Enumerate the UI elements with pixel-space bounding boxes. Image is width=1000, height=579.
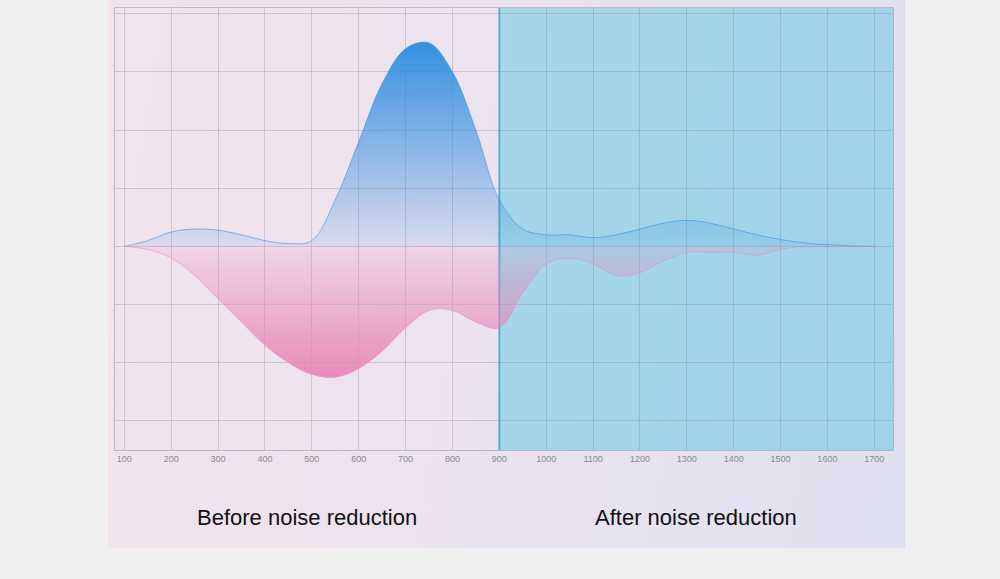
svg-text:200: 200 <box>164 454 179 464</box>
svg-text:900: 900 <box>492 454 507 464</box>
svg-text:After noise reduction: After noise reduction <box>595 505 797 530</box>
svg-text:1400: 1400 <box>724 454 744 464</box>
svg-text:1000: 1000 <box>536 454 556 464</box>
svg-text:400: 400 <box>257 454 272 464</box>
svg-text:300: 300 <box>211 454 226 464</box>
svg-text:1600: 1600 <box>817 454 837 464</box>
svg-text:1700: 1700 <box>864 454 884 464</box>
svg-text:Before noise reduction: Before noise reduction <box>197 505 417 530</box>
svg-text:800: 800 <box>445 454 460 464</box>
svg-text:1200: 1200 <box>630 454 650 464</box>
svg-text:1100: 1100 <box>583 454 602 464</box>
svg-text:500: 500 <box>304 454 319 464</box>
svg-text:1500: 1500 <box>771 454 791 464</box>
svg-text:700: 700 <box>398 454 413 464</box>
svg-text:1300: 1300 <box>677 454 697 464</box>
svg-text:100: 100 <box>117 454 132 464</box>
svg-text:600: 600 <box>351 454 366 464</box>
